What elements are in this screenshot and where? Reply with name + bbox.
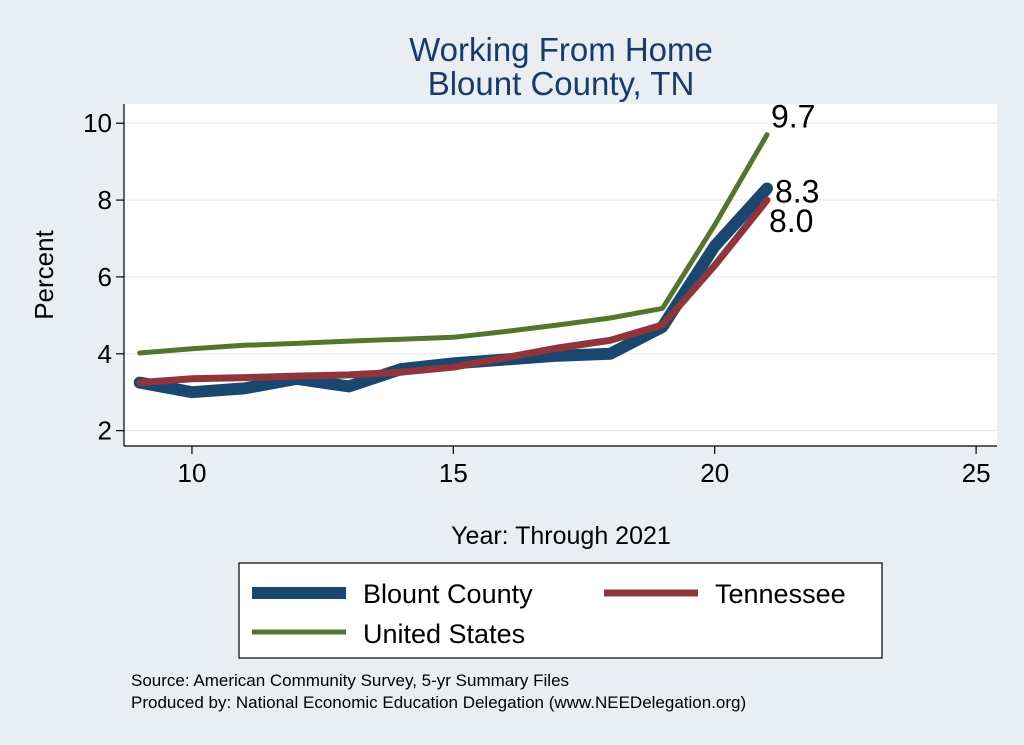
series-line-united-states xyxy=(137,132,770,356)
x-ticks: 10 15 20 25 xyxy=(177,446,991,488)
series-line-tennessee xyxy=(136,196,771,387)
legend-label-blount-county: Blount County xyxy=(363,579,533,609)
end-label-united-states: 9.7 xyxy=(771,99,815,135)
chart-subtitle: Blount County, TN xyxy=(428,65,695,102)
end-label-tennessee: 8.0 xyxy=(769,203,813,239)
x-tick-label-20: 20 xyxy=(700,458,729,488)
y-axis-label: Percent xyxy=(29,229,59,319)
y-ticks: 2 4 6 8 10 xyxy=(83,108,124,446)
plot-area xyxy=(124,104,997,446)
end-label-blount-county: 8.3 xyxy=(775,174,819,210)
y-tick-label-4: 4 xyxy=(98,339,112,369)
end-labels: 8.38.0 9.7 xyxy=(769,99,819,239)
y-tick-label-10: 10 xyxy=(83,108,112,138)
source-note: Source: American Community Survey, 5-yr … xyxy=(131,671,569,690)
x-tick-label-25: 25 xyxy=(962,458,991,488)
x-tick-label-10: 10 xyxy=(177,458,206,488)
legend-box xyxy=(238,562,883,659)
y-tick-label-8: 8 xyxy=(98,185,112,215)
chart-title: Working From Home xyxy=(409,31,713,68)
legend-label-united-states: United States xyxy=(363,619,525,649)
legend-label-tennessee: Tennessee xyxy=(715,579,846,609)
x-axis-label: Year: Through 2021 xyxy=(451,522,671,550)
series-lines xyxy=(133,132,773,399)
y-tick-label-6: 6 xyxy=(98,262,112,292)
y-tick-label-2: 2 xyxy=(98,416,112,446)
producer-note: Produced by: National Economic Education… xyxy=(131,693,746,712)
x-tick-label-15: 15 xyxy=(439,458,468,488)
legend: Blount County Tennessee United States xyxy=(238,562,883,659)
